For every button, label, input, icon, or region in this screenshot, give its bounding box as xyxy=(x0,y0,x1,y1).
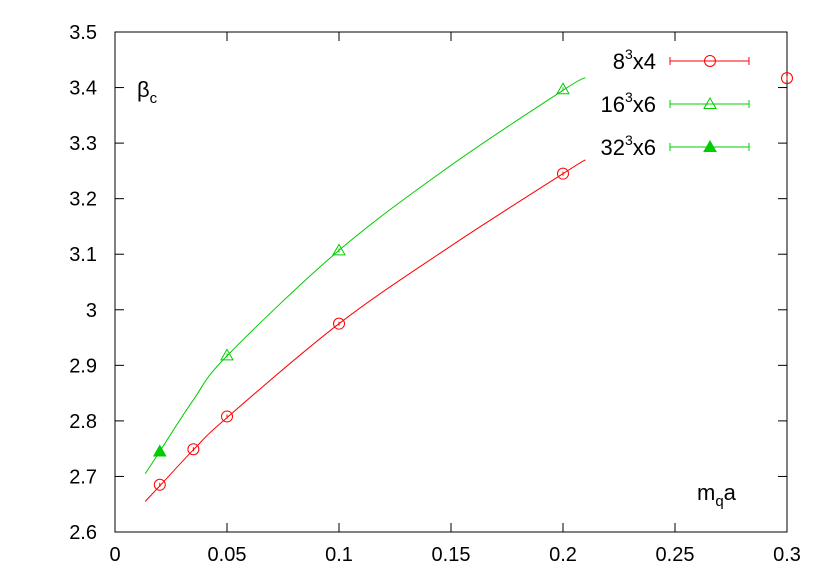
data-point-series-2 xyxy=(220,348,234,361)
x-tick-label: 0 xyxy=(109,544,120,566)
y-tick-label: 2.7 xyxy=(69,466,97,488)
data-point-series-3 xyxy=(152,444,167,457)
y-tick-label: 2.8 xyxy=(69,411,97,433)
legend: 83x4 163x6 323x6 xyxy=(600,46,750,160)
y-tick-label: 3.4 xyxy=(69,78,97,100)
legend-label: 83x4 xyxy=(613,46,656,74)
x-tick-label: 0.1 xyxy=(325,544,353,566)
data-point-series-1 xyxy=(781,72,793,85)
x-tick-label: 0.3 xyxy=(773,544,801,566)
data-point-series-1 xyxy=(557,167,569,180)
legend-marker xyxy=(704,55,716,67)
y-tick-label: 3.5 xyxy=(69,22,97,44)
data-point-series-1 xyxy=(333,317,345,330)
x-tick-label: 0.15 xyxy=(432,544,471,566)
fit-curves xyxy=(144,77,586,502)
legend-marker xyxy=(703,139,717,152)
plot-frame xyxy=(114,31,788,533)
legend-marker xyxy=(703,96,717,109)
x-tick-label: 0.05 xyxy=(208,544,247,566)
x-axis-label: mqa xyxy=(697,480,737,510)
y-tick-label: 3 xyxy=(86,300,97,322)
y-tick-label: 2.6 xyxy=(69,522,97,544)
x-tick-label: 0.2 xyxy=(549,544,577,566)
y-axis-label: βc xyxy=(137,77,158,107)
data-point-series-1 xyxy=(187,443,200,456)
fit-curve xyxy=(144,77,586,474)
data-point-series-1 xyxy=(221,410,233,423)
legend-label: 163x6 xyxy=(600,89,656,117)
y-tick-label: 3.3 xyxy=(69,133,97,155)
data-points xyxy=(152,72,793,491)
y-tick-label: 3.2 xyxy=(69,189,97,211)
axis-ticks: 2.6 2.7 2.8 2.9 3 3.1 3.2 3.3 3.4 3.5 0 0.05 0.1 0.15… xyxy=(69,22,801,566)
y-tick-label: 2.9 xyxy=(69,355,97,377)
legend-label: 323x6 xyxy=(600,132,656,160)
x-tick-label: 0.25 xyxy=(656,544,695,566)
data-point-series-1 xyxy=(153,478,166,491)
data-point-series-2 xyxy=(332,243,346,256)
fit-curve xyxy=(144,159,586,502)
y-tick-label: 3.1 xyxy=(69,244,97,266)
data-point-series-2 xyxy=(556,82,570,95)
